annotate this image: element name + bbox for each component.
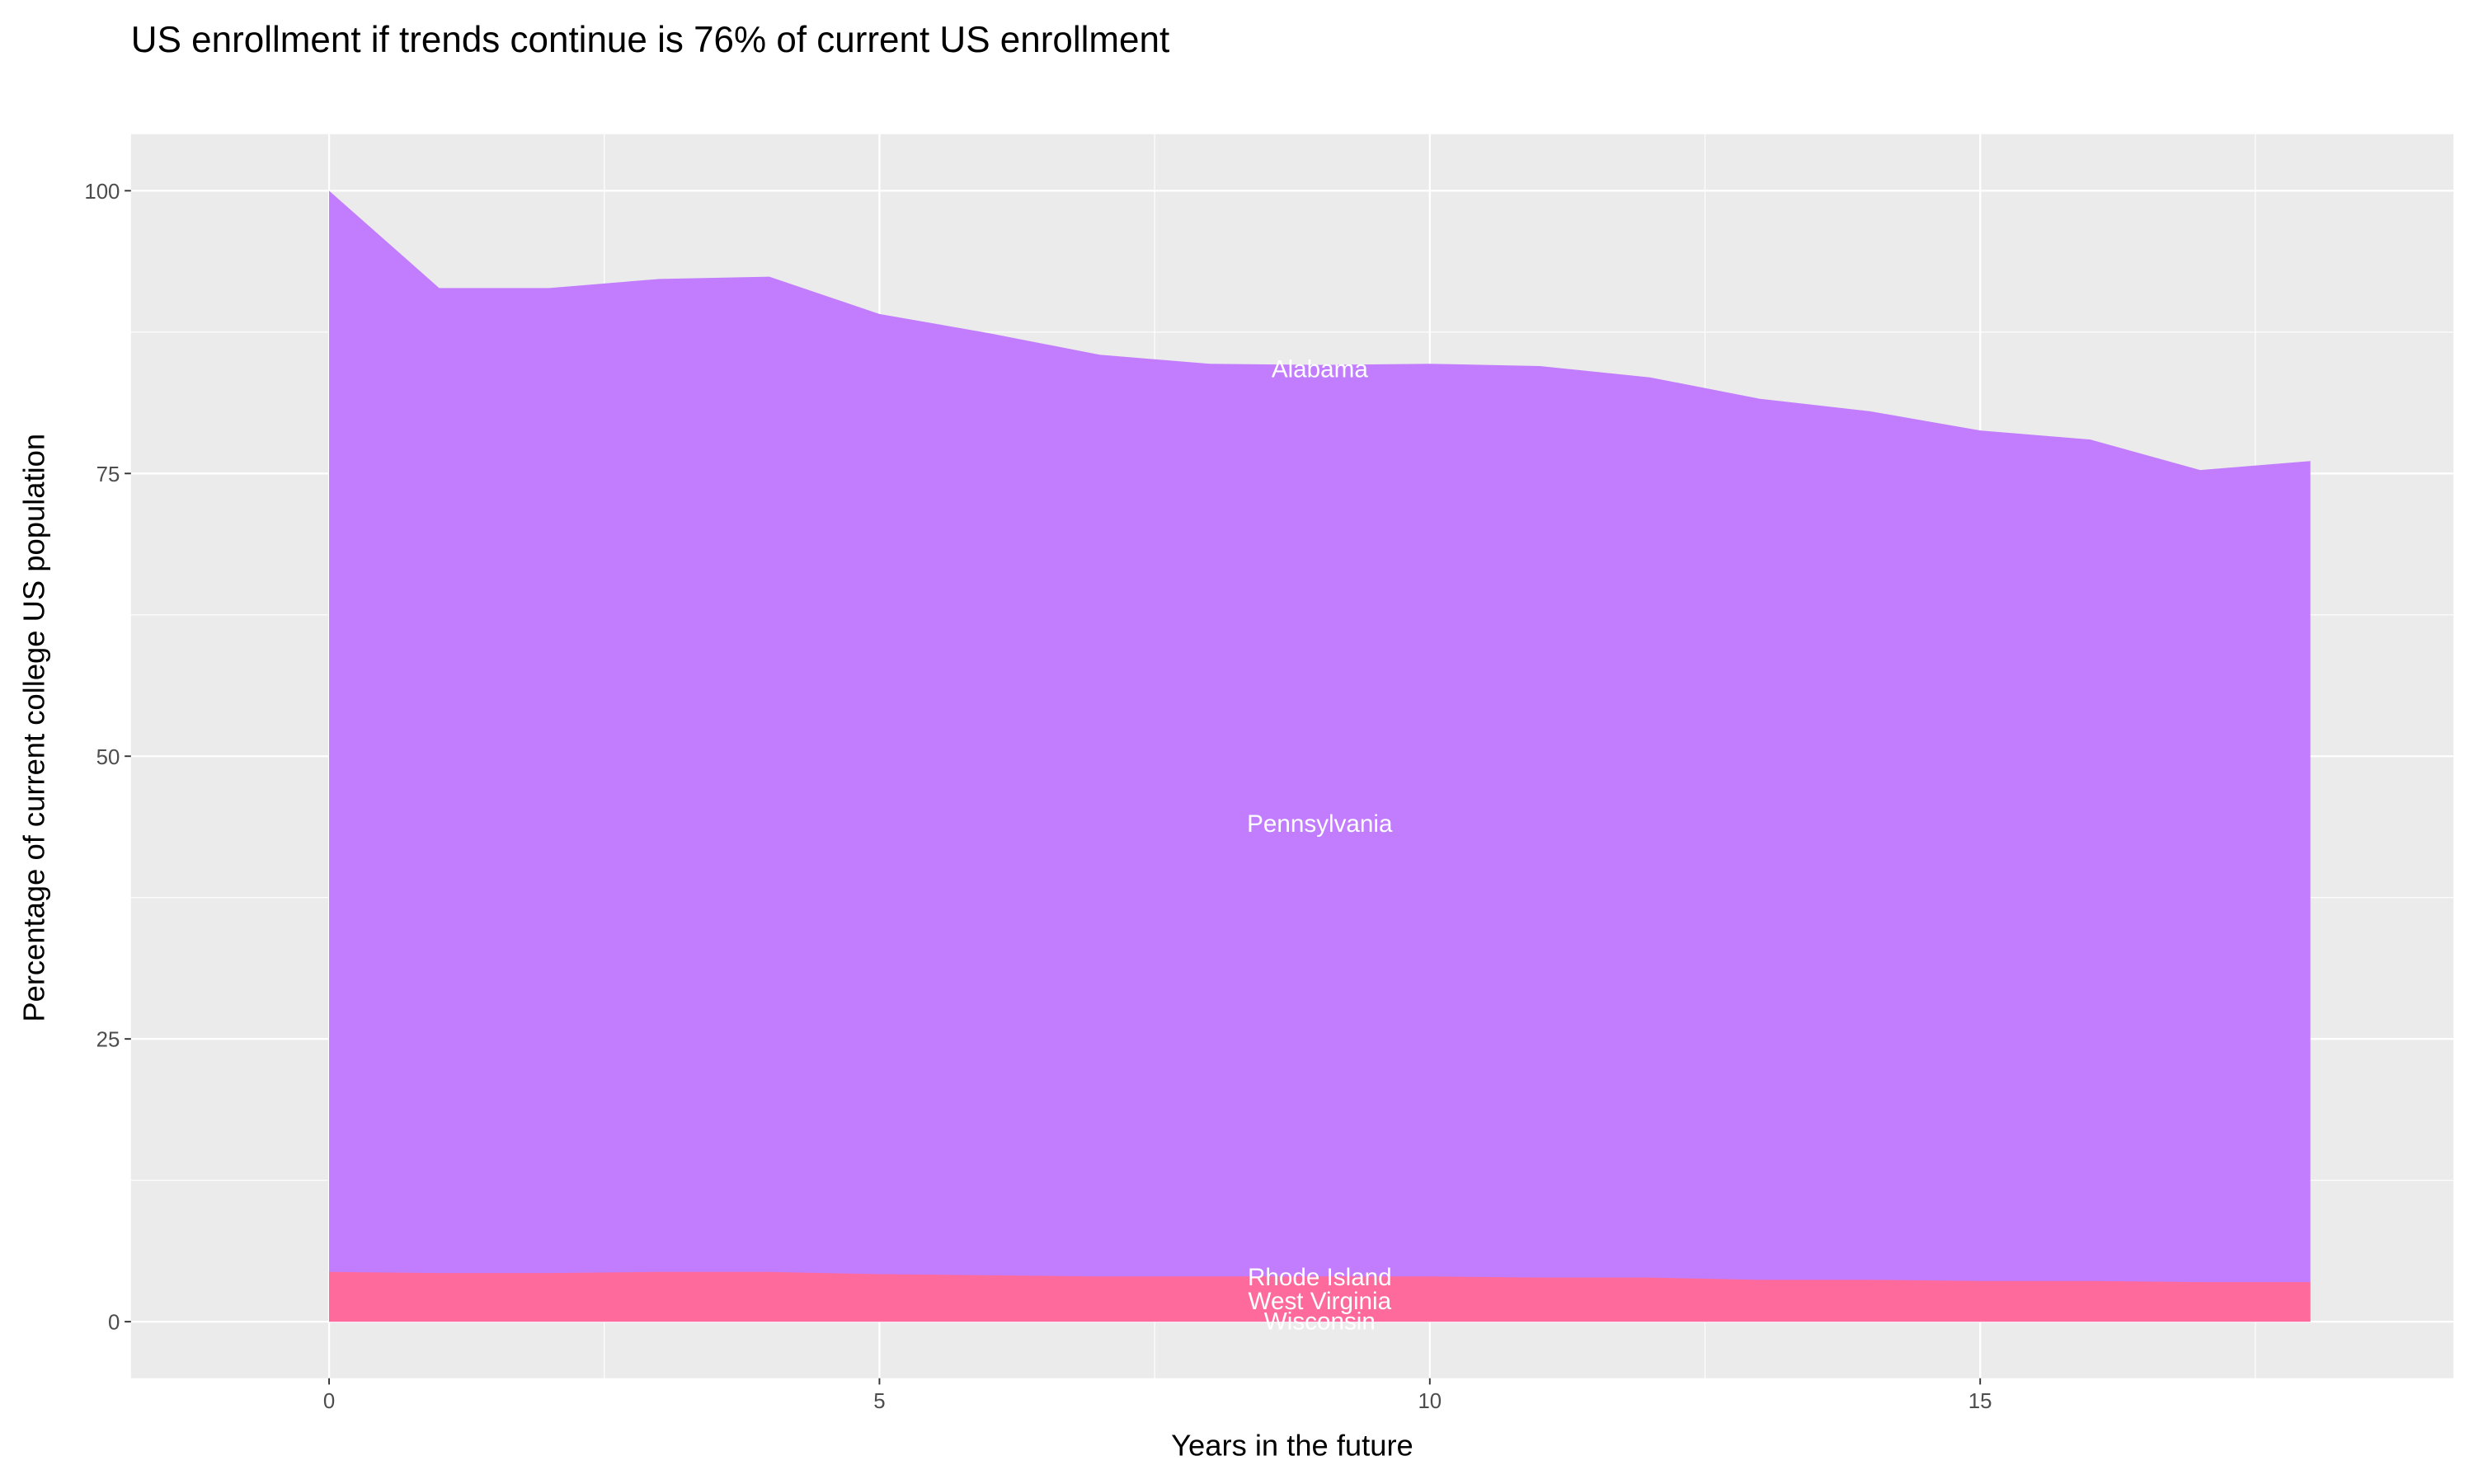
y-tick-label: 0 — [108, 1312, 120, 1335]
chart-title: US enrollment if trends continue is 76% … — [131, 20, 1169, 60]
x-tick-label: 0 — [323, 1390, 335, 1413]
area-series-0 — [329, 1271, 2311, 1322]
y-axis: 0 25 50 75 100 — [84, 181, 131, 1335]
y-axis-label: Percentage of current college US populat… — [17, 434, 51, 1022]
areas — [329, 190, 2311, 1322]
x-tick-label: 10 — [1418, 1390, 1442, 1413]
x-axis-label: Years in the future — [1171, 1429, 1413, 1463]
y-tick-label: 50 — [96, 746, 120, 769]
area-series-1 — [329, 190, 2311, 1322]
y-tick-label: 75 — [96, 463, 120, 486]
area-label: Pennsylvania — [1247, 810, 1393, 838]
area-label: Rhode Island — [1248, 1264, 1392, 1291]
area-label: Alabama — [1272, 356, 1369, 383]
area-label: Wisconsin — [1264, 1308, 1376, 1336]
x-tick-label: 5 — [873, 1390, 885, 1413]
area-label: West Virginia — [1249, 1288, 1392, 1315]
x-axis: 0 5 10 15 — [323, 1378, 1992, 1413]
y-tick-label: 25 — [96, 1029, 120, 1052]
y-tick-label: 100 — [84, 181, 120, 204]
x-tick-label: 15 — [1968, 1390, 1992, 1413]
